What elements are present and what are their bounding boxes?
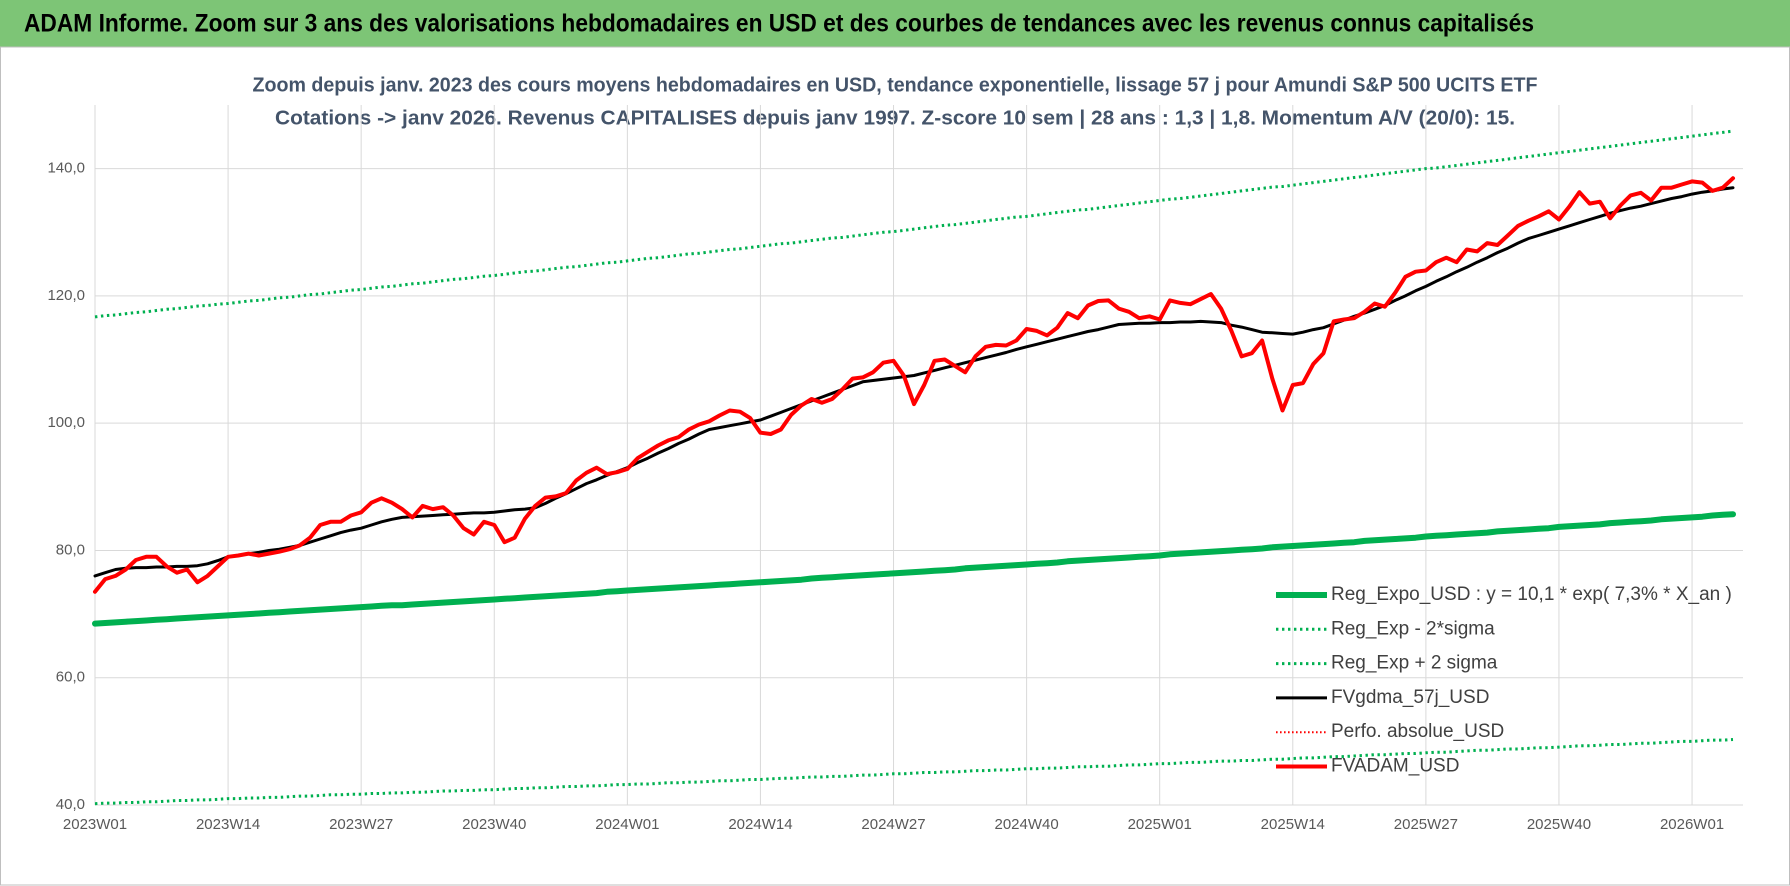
legend-label: Perfo. absolue_USD: [1331, 721, 1504, 742]
x-tick-label: 2024W27: [861, 816, 925, 833]
x-tick-label: 2024W01: [595, 816, 659, 833]
chart-subtitle: Cotations -> janv 2026. Revenus CAPITALI…: [275, 107, 1515, 129]
series-line: [93, 176, 1735, 594]
x-tick-label: 2025W14: [1261, 816, 1325, 833]
series-line: [93, 186, 1735, 578]
y-tick-label: 140,0: [47, 160, 85, 177]
legend-label: Reg_Expo_USD : y = 10,1 * exp( 7,3% * X_…: [1331, 584, 1732, 605]
page-title: ADAM Informe. Zoom sur 3 ans des valoris…: [24, 10, 1534, 38]
x-tick-label: 2025W27: [1394, 816, 1458, 833]
x-tick-label: 2023W27: [329, 816, 393, 833]
y-tick-label: 80,0: [56, 541, 85, 558]
y-tick-label: 120,0: [47, 287, 85, 304]
x-tick-label: 2023W01: [63, 816, 127, 833]
series-line: [94, 129, 1734, 319]
x-tick-label: 2026W01: [1660, 816, 1724, 833]
x-tick-label: 2023W14: [196, 816, 260, 833]
x-tick-label: 2023W40: [462, 816, 526, 833]
series-line: [92, 511, 1736, 627]
x-tick-label: 2024W40: [995, 816, 1059, 833]
header-bar: [0, 0, 1790, 47]
legend-label: FVgdma_57j_USD: [1331, 687, 1489, 708]
legend-label: Reg_Exp - 2*sigma: [1331, 618, 1495, 639]
chart-title: Zoom depuis janv. 2023 des cours moyens …: [253, 74, 1538, 96]
y-tick-label: 40,0: [56, 796, 85, 813]
legend-label: FVADAM_USD: [1331, 756, 1459, 777]
legend-label: Reg_Exp + 2 sigma: [1331, 653, 1498, 674]
y-tick-label: 100,0: [47, 414, 85, 431]
y-tick-label: 60,0: [56, 669, 85, 686]
x-tick-label: 2024W14: [728, 816, 792, 833]
x-tick-label: 2025W40: [1527, 816, 1591, 833]
x-tick-label: 2025W01: [1128, 816, 1192, 833]
